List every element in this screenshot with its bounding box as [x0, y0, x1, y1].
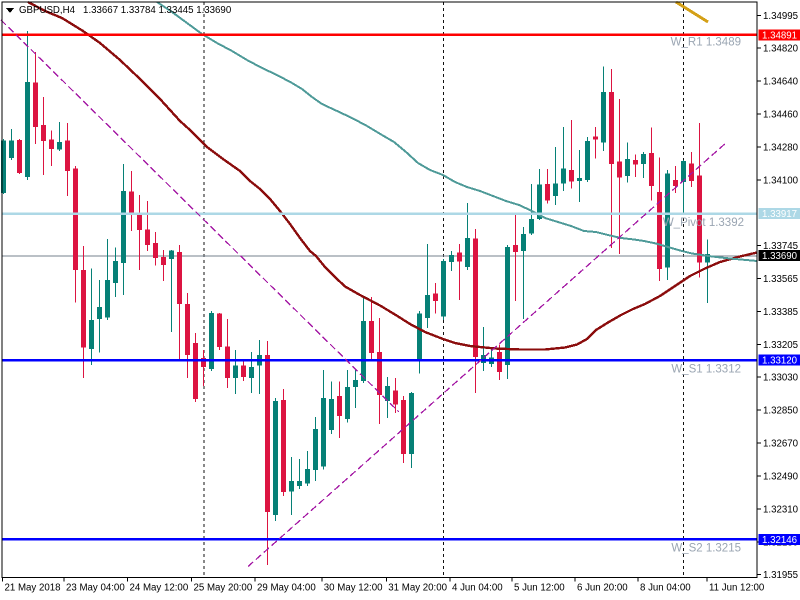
svg-text:31 May 20:00: 31 May 20:00 — [388, 583, 447, 594]
svg-text:1.33565: 1.33565 — [763, 274, 798, 285]
svg-text:5 Jun 12:00: 5 Jun 12:00 — [514, 583, 565, 594]
svg-text:1.32146: 1.32146 — [762, 535, 797, 546]
svg-text:1.33917: 1.33917 — [762, 209, 797, 220]
svg-text:25 May 20:00: 25 May 20:00 — [194, 583, 253, 594]
svg-text:W_Pivot 1.3392: W_Pivot 1.3392 — [663, 217, 744, 229]
svg-text:1.33690: 1.33690 — [762, 251, 798, 262]
svg-text:4 Jun 04:00: 4 Jun 04:00 — [452, 583, 503, 594]
svg-text:1.32310: 1.32310 — [763, 505, 799, 516]
svg-text:1.32850: 1.32850 — [763, 405, 799, 416]
svg-text:8 Jun 04:00: 8 Jun 04:00 — [640, 583, 691, 594]
svg-text:1.34891: 1.34891 — [762, 30, 797, 41]
svg-text:W_R1 1.3489: W_R1 1.3489 — [671, 37, 741, 49]
svg-text:23 May 04:00: 23 May 04:00 — [66, 583, 125, 594]
svg-text:1.34640: 1.34640 — [763, 77, 799, 88]
svg-text:24 May 12:00: 24 May 12:00 — [130, 583, 189, 594]
svg-text:1.34280: 1.34280 — [763, 143, 799, 154]
svg-text:1.33745: 1.33745 — [763, 241, 798, 252]
svg-text:1.33120: 1.33120 — [762, 356, 798, 367]
svg-text:1.33385: 1.33385 — [763, 307, 798, 318]
svg-text:1.33205: 1.33205 — [763, 340, 798, 351]
svg-text:6 Jun 20:00: 6 Jun 20:00 — [577, 583, 628, 594]
svg-text:29 May 04:00: 29 May 04:00 — [257, 583, 316, 594]
svg-text:1.32670: 1.32670 — [763, 439, 799, 450]
svg-text:1.34100: 1.34100 — [763, 176, 799, 187]
svg-text:1.33030: 1.33030 — [763, 372, 799, 383]
svg-text:W_S2 1.3215: W_S2 1.3215 — [671, 543, 741, 555]
svg-text:1.34820: 1.34820 — [763, 43, 799, 54]
svg-text:1.34460: 1.34460 — [763, 110, 799, 121]
svg-text:1.31955: 1.31955 — [763, 570, 798, 581]
svg-text:11 Jun 12:00: 11 Jun 12:00 — [709, 583, 765, 594]
svg-text:1.32490: 1.32490 — [763, 472, 799, 483]
svg-text:21 May 2018: 21 May 2018 — [5, 583, 61, 594]
svg-text:30 May 12:00: 30 May 12:00 — [324, 583, 383, 594]
svg-text:1.34995: 1.34995 — [763, 11, 798, 22]
svg-text:GBPUSD,H4 1.33667 1.33784 1.: GBPUSD,H4 1.33667 1.33784 1.33445 1.3369… — [19, 5, 232, 16]
svg-text:W_S1 1.3312: W_S1 1.3312 — [671, 364, 741, 376]
